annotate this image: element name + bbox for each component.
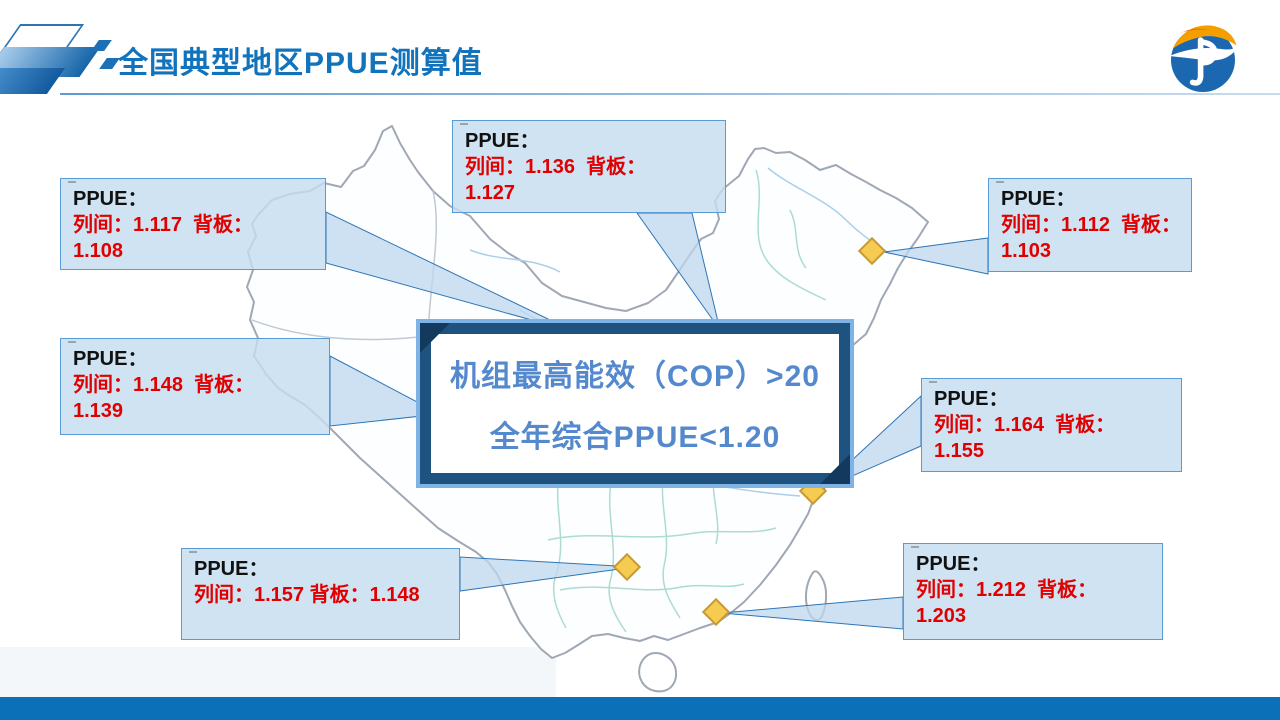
ppue-values: 列间：1.157 背板：1.148 — [194, 584, 420, 606]
marker-southwest — [612, 552, 642, 582]
ppue-values: 列间：1.136 背板： 1.127 — [465, 156, 647, 205]
connector-southwest — [459, 556, 635, 592]
center-banner: 机组最高能效（COP）>20 全年综合PPUE<1.20 — [420, 323, 850, 484]
ppue-values: 列间：1.164 背板： 1.155 — [934, 414, 1116, 463]
callout-tick-mark — [68, 181, 76, 183]
ppue-label: PPUE： — [1001, 188, 1076, 210]
marker-east — [798, 476, 828, 506]
connector-south — [721, 596, 904, 630]
callout-north: PPUE： 列间：1.136 背板： 1.127 — [452, 120, 726, 213]
title-underline — [60, 93, 1280, 95]
logo-white-swoosh — [1169, 45, 1239, 61]
province-borders-teal — [547, 169, 827, 633]
callout-northwest: PPUE： 列间：1.117 背板： 1.108 — [60, 178, 326, 270]
ppue-label: PPUE： — [73, 188, 148, 210]
callout-tick-mark — [460, 123, 468, 125]
banner-corner-accent-tl — [420, 323, 450, 353]
banner-corner-accent-br — [820, 454, 850, 484]
ppue-label: PPUE： — [73, 348, 148, 370]
callout-tick-mark — [189, 551, 197, 553]
callout-northeast: PPUE： 列间：1.112 背板： 1.103 — [988, 178, 1192, 272]
ppue-values: 列间：1.148 背板： 1.139 — [73, 374, 255, 423]
marker-northeast — [857, 236, 887, 266]
marker-south — [701, 597, 731, 627]
callout-tick-mark — [996, 181, 1004, 183]
callout-east: PPUE： 列间：1.164 背板： 1.155 — [921, 378, 1182, 472]
ppue-values: 列间：1.112 背板： 1.103 — [1001, 214, 1182, 263]
callout-west: PPUE： 列间：1.148 背板： 1.139 — [60, 338, 330, 435]
ppue-values: 列间：1.117 背板： 1.108 — [73, 214, 254, 263]
ppue-label: PPUE： — [916, 553, 991, 575]
ppue-label: PPUE： — [194, 558, 269, 580]
logo-orange-accent — [1179, 28, 1210, 34]
hainan-island — [638, 651, 678, 693]
callout-south: PPUE： 列间：1.212 背板： 1.203 — [903, 543, 1163, 640]
logo-orange-swoosh — [1172, 25, 1237, 49]
callout-tick-mark — [68, 341, 76, 343]
callout-southwest: PPUE： 列间：1.157 背板：1.148 — [181, 548, 460, 640]
banner-line-ppue: 全年综合PPUE<1.20 — [489, 421, 781, 454]
banner-line-cop: 机组最高能效（COP）>20 — [450, 360, 820, 393]
ppue-values: 列间：1.212 背板： 1.203 — [916, 579, 1098, 628]
callout-tick-mark — [929, 381, 937, 383]
page-title: 全国典型地区PPUE测算值 — [118, 47, 483, 80]
company-logo-icon — [1169, 25, 1239, 92]
site-markers — [612, 236, 887, 627]
connector-northwest — [325, 211, 576, 333]
ppue-label: PPUE： — [465, 130, 540, 152]
connector-west — [329, 355, 442, 427]
logo-letter-p — [1189, 37, 1218, 86]
ppue-label: PPUE： — [934, 388, 1009, 410]
callout-tick-mark — [911, 546, 919, 548]
footer-bar — [0, 697, 1280, 720]
footer-haze — [0, 647, 556, 697]
connector-north — [636, 212, 721, 331]
